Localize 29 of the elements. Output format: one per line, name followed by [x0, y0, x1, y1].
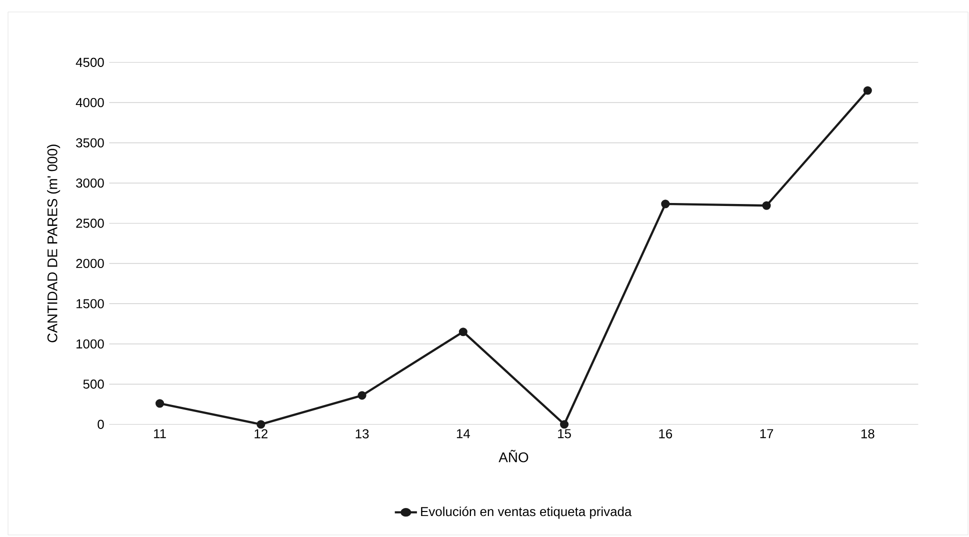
x-tick-label: 11 [154, 429, 166, 438]
y-axis-title: CANTIDAD DE PARES (m' 000) [47, 144, 60, 342]
y-tick-label: 0 [98, 420, 104, 429]
legend-label: Evolución en ventas etiqueta privada [421, 506, 632, 519]
y-tick-label: 4500 [76, 58, 104, 67]
x-tick-label: 16 [659, 429, 672, 438]
point [863, 86, 872, 95]
x-tick-label: 13 [356, 429, 369, 438]
y-tick-label: 3500 [76, 138, 104, 148]
y-tick-label: 500 [83, 380, 104, 389]
point [661, 200, 670, 208]
point [256, 420, 266, 429]
x-tick-label: 17 [760, 429, 774, 438]
x-tick-label: 18 [861, 429, 874, 438]
point [358, 391, 366, 400]
y-tick-label: 1500 [76, 299, 104, 308]
x-axis-title: AÑO [498, 450, 528, 462]
y-tick-label: 2000 [76, 258, 104, 268]
x-tick-label: 15 [558, 429, 571, 438]
point [458, 328, 468, 336]
y-tick-label: 1000 [76, 339, 104, 349]
y-tick-label: 3000 [76, 178, 104, 188]
x-tick-label: 14 [456, 429, 470, 438]
x-tick-label: 12 [254, 429, 268, 438]
y-tick-label: 4000 [76, 98, 104, 108]
y-tick-label: 2500 [76, 218, 104, 228]
point [762, 201, 771, 210]
point [560, 420, 569, 429]
point [156, 399, 164, 408]
